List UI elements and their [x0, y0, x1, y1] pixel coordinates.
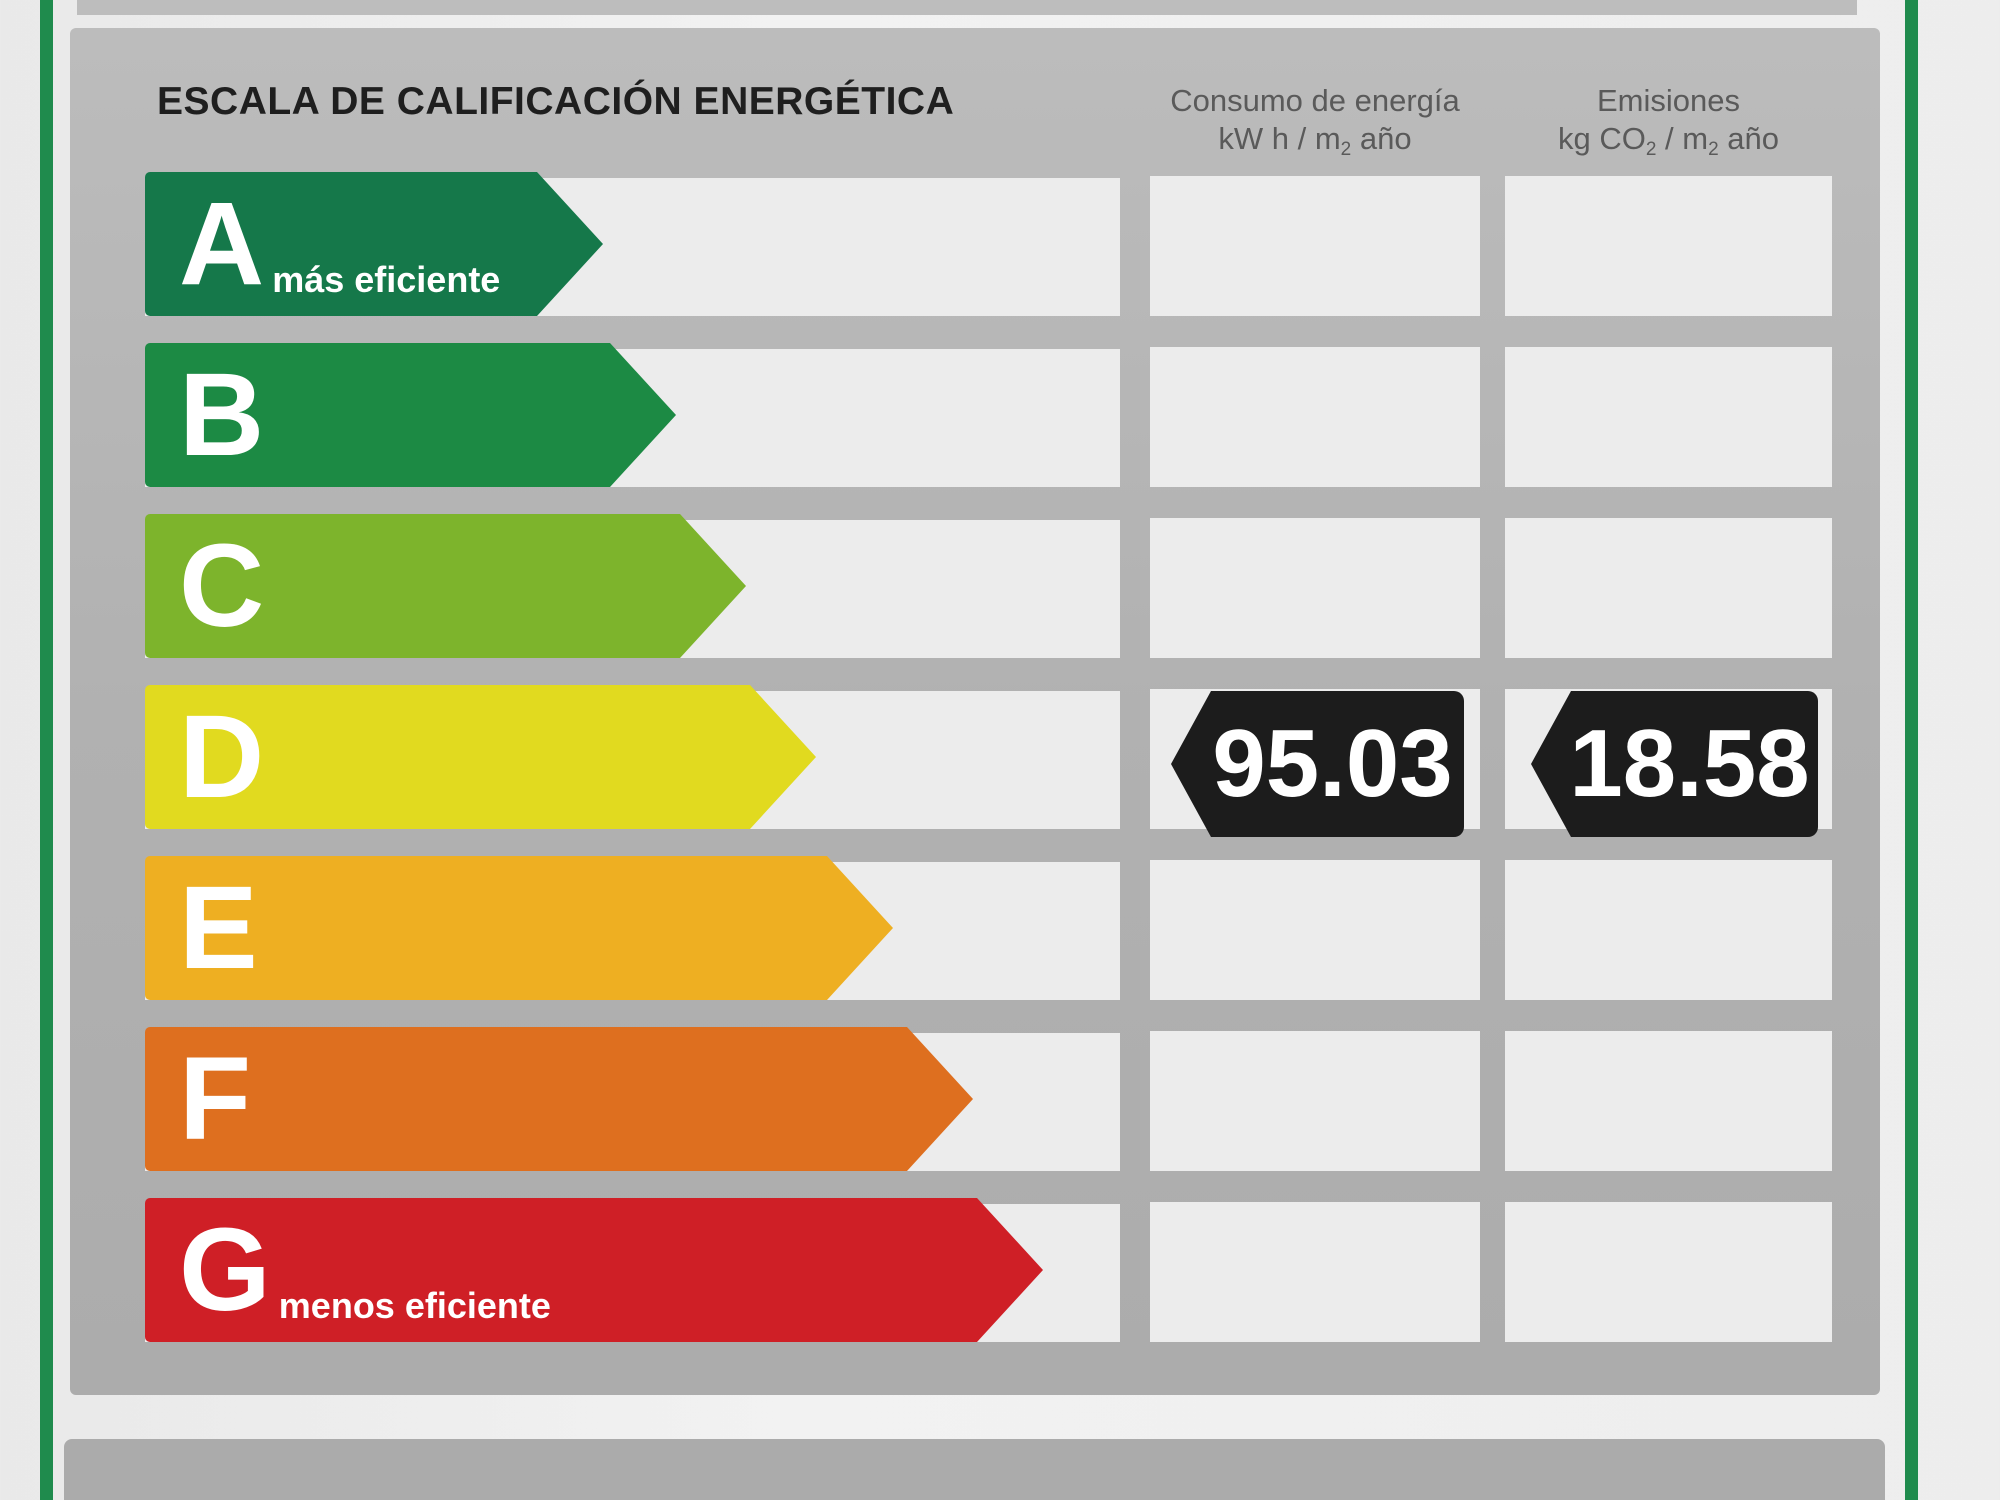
rating-row-f: F	[0, 1027, 2000, 1171]
emissions-cell-g	[1505, 1202, 1832, 1342]
rating-arrow-c: C	[145, 514, 746, 658]
rating-letter-e: E	[179, 862, 258, 994]
rating-arrow-f: F	[145, 1027, 973, 1171]
rating-row-g: G menos eficiente	[0, 1198, 2000, 1342]
next-section-panel	[64, 1439, 1885, 1500]
rating-letter-d: D	[179, 691, 265, 823]
consumption-cell-c	[1150, 518, 1480, 658]
emissions-header-unit: kg CO2 / m2 año	[1557, 121, 1780, 160]
rating-letter-c: C	[179, 520, 265, 652]
rating-letter-b: B	[179, 349, 265, 481]
consumption-cell-b	[1150, 347, 1480, 487]
emissions-column-header: Emisiones kg CO2 / m2 año	[1505, 82, 1832, 160]
frame-left-green-line	[40, 0, 53, 1500]
rating-arrow-a: A más eficiente	[145, 172, 603, 316]
consumption-header-label: Consumo de energía	[1170, 83, 1460, 118]
consumption-cell-e	[1150, 860, 1480, 1000]
rating-arrow-g: G menos eficiente	[145, 1198, 1043, 1342]
emissions-cell-a	[1505, 176, 1832, 316]
emissions-cell-e	[1505, 860, 1832, 1000]
rating-letter-a: A	[179, 178, 265, 310]
rating-arrow-e: E	[145, 856, 893, 1000]
rating-arrow-b: B	[145, 343, 676, 487]
rating-row-d: D 95.03 18.58	[0, 685, 2000, 837]
rating-letter-g: G	[179, 1204, 271, 1336]
rating-row-b: B	[0, 343, 2000, 487]
emissions-header-label: Emisiones	[1597, 83, 1740, 118]
previous-section-edge	[77, 0, 1857, 15]
emissions-cell-d: 18.58	[1505, 689, 1832, 837]
least-efficient-caption: menos eficiente	[278, 1285, 551, 1326]
rating-arrow-d: D	[145, 685, 816, 829]
consumption-cell-a	[1150, 176, 1480, 316]
rating-row-a: A más eficiente	[0, 172, 2000, 316]
most-efficient-caption: más eficiente	[272, 259, 501, 300]
consumption-cell-f	[1150, 1031, 1480, 1171]
consumption-header-unit: kW h / m2 año	[1218, 121, 1412, 160]
consumption-value-badge: 95.03	[1171, 691, 1464, 837]
rating-letter-f: F	[179, 1033, 252, 1165]
emissions-cell-f	[1505, 1031, 1832, 1171]
emissions-cell-b	[1505, 347, 1832, 487]
emissions-value-badge: 18.58	[1531, 691, 1818, 837]
consumption-cell-d: 95.03	[1150, 689, 1480, 837]
consumption-cell-g	[1150, 1202, 1480, 1342]
consumption-column-header: Consumo de energía kW h / m2 año	[1150, 82, 1480, 160]
emissions-cell-c	[1505, 518, 1832, 658]
rating-row-e: E	[0, 856, 2000, 1000]
scale-title: ESCALA DE CALIFICACIÓN ENERGÉTICA	[157, 80, 955, 123]
rating-row-c: C	[0, 514, 2000, 658]
frame-right-green-line	[1905, 0, 1918, 1500]
